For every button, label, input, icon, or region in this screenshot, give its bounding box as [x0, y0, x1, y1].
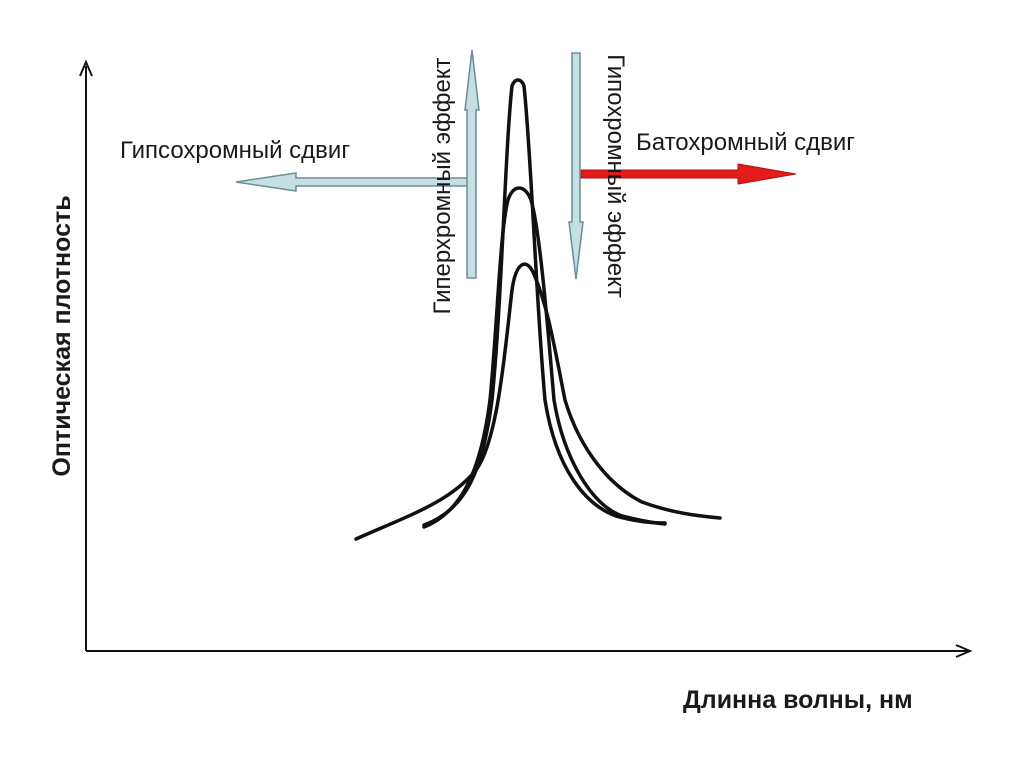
- hypochromic-arrow: [568, 52, 584, 280]
- x-axis-arrowhead: [955, 644, 973, 658]
- curve-tall-narrow: [422, 78, 667, 527]
- y-axis-arrowhead: [79, 59, 93, 77]
- hypsochromic-shift-label: Гипсохромный сдвиг: [120, 137, 350, 164]
- hyperchromic-arrow: [464, 49, 480, 279]
- hypochromic-effect-label: Гипохромный эффект: [602, 54, 629, 298]
- curve-medium: [422, 186, 667, 529]
- hyperchromic-effect-label: Гиперхромный эффект: [429, 57, 456, 314]
- curve-wide-low: [354, 262, 722, 541]
- arrow-up-icon: [464, 49, 480, 279]
- y-axis-title: Оптическая плотность: [48, 195, 76, 476]
- axes: [79, 59, 973, 658]
- bathochromic-shift-label: Батохромный сдвиг: [636, 129, 855, 156]
- bathochromic-arrow: [580, 163, 797, 185]
- arrow-down-icon: [568, 52, 584, 280]
- x-axis-title: Длинна волны, нм: [683, 686, 913, 714]
- absorption-curves: [354, 78, 722, 541]
- arrow-right-icon: [580, 163, 797, 185]
